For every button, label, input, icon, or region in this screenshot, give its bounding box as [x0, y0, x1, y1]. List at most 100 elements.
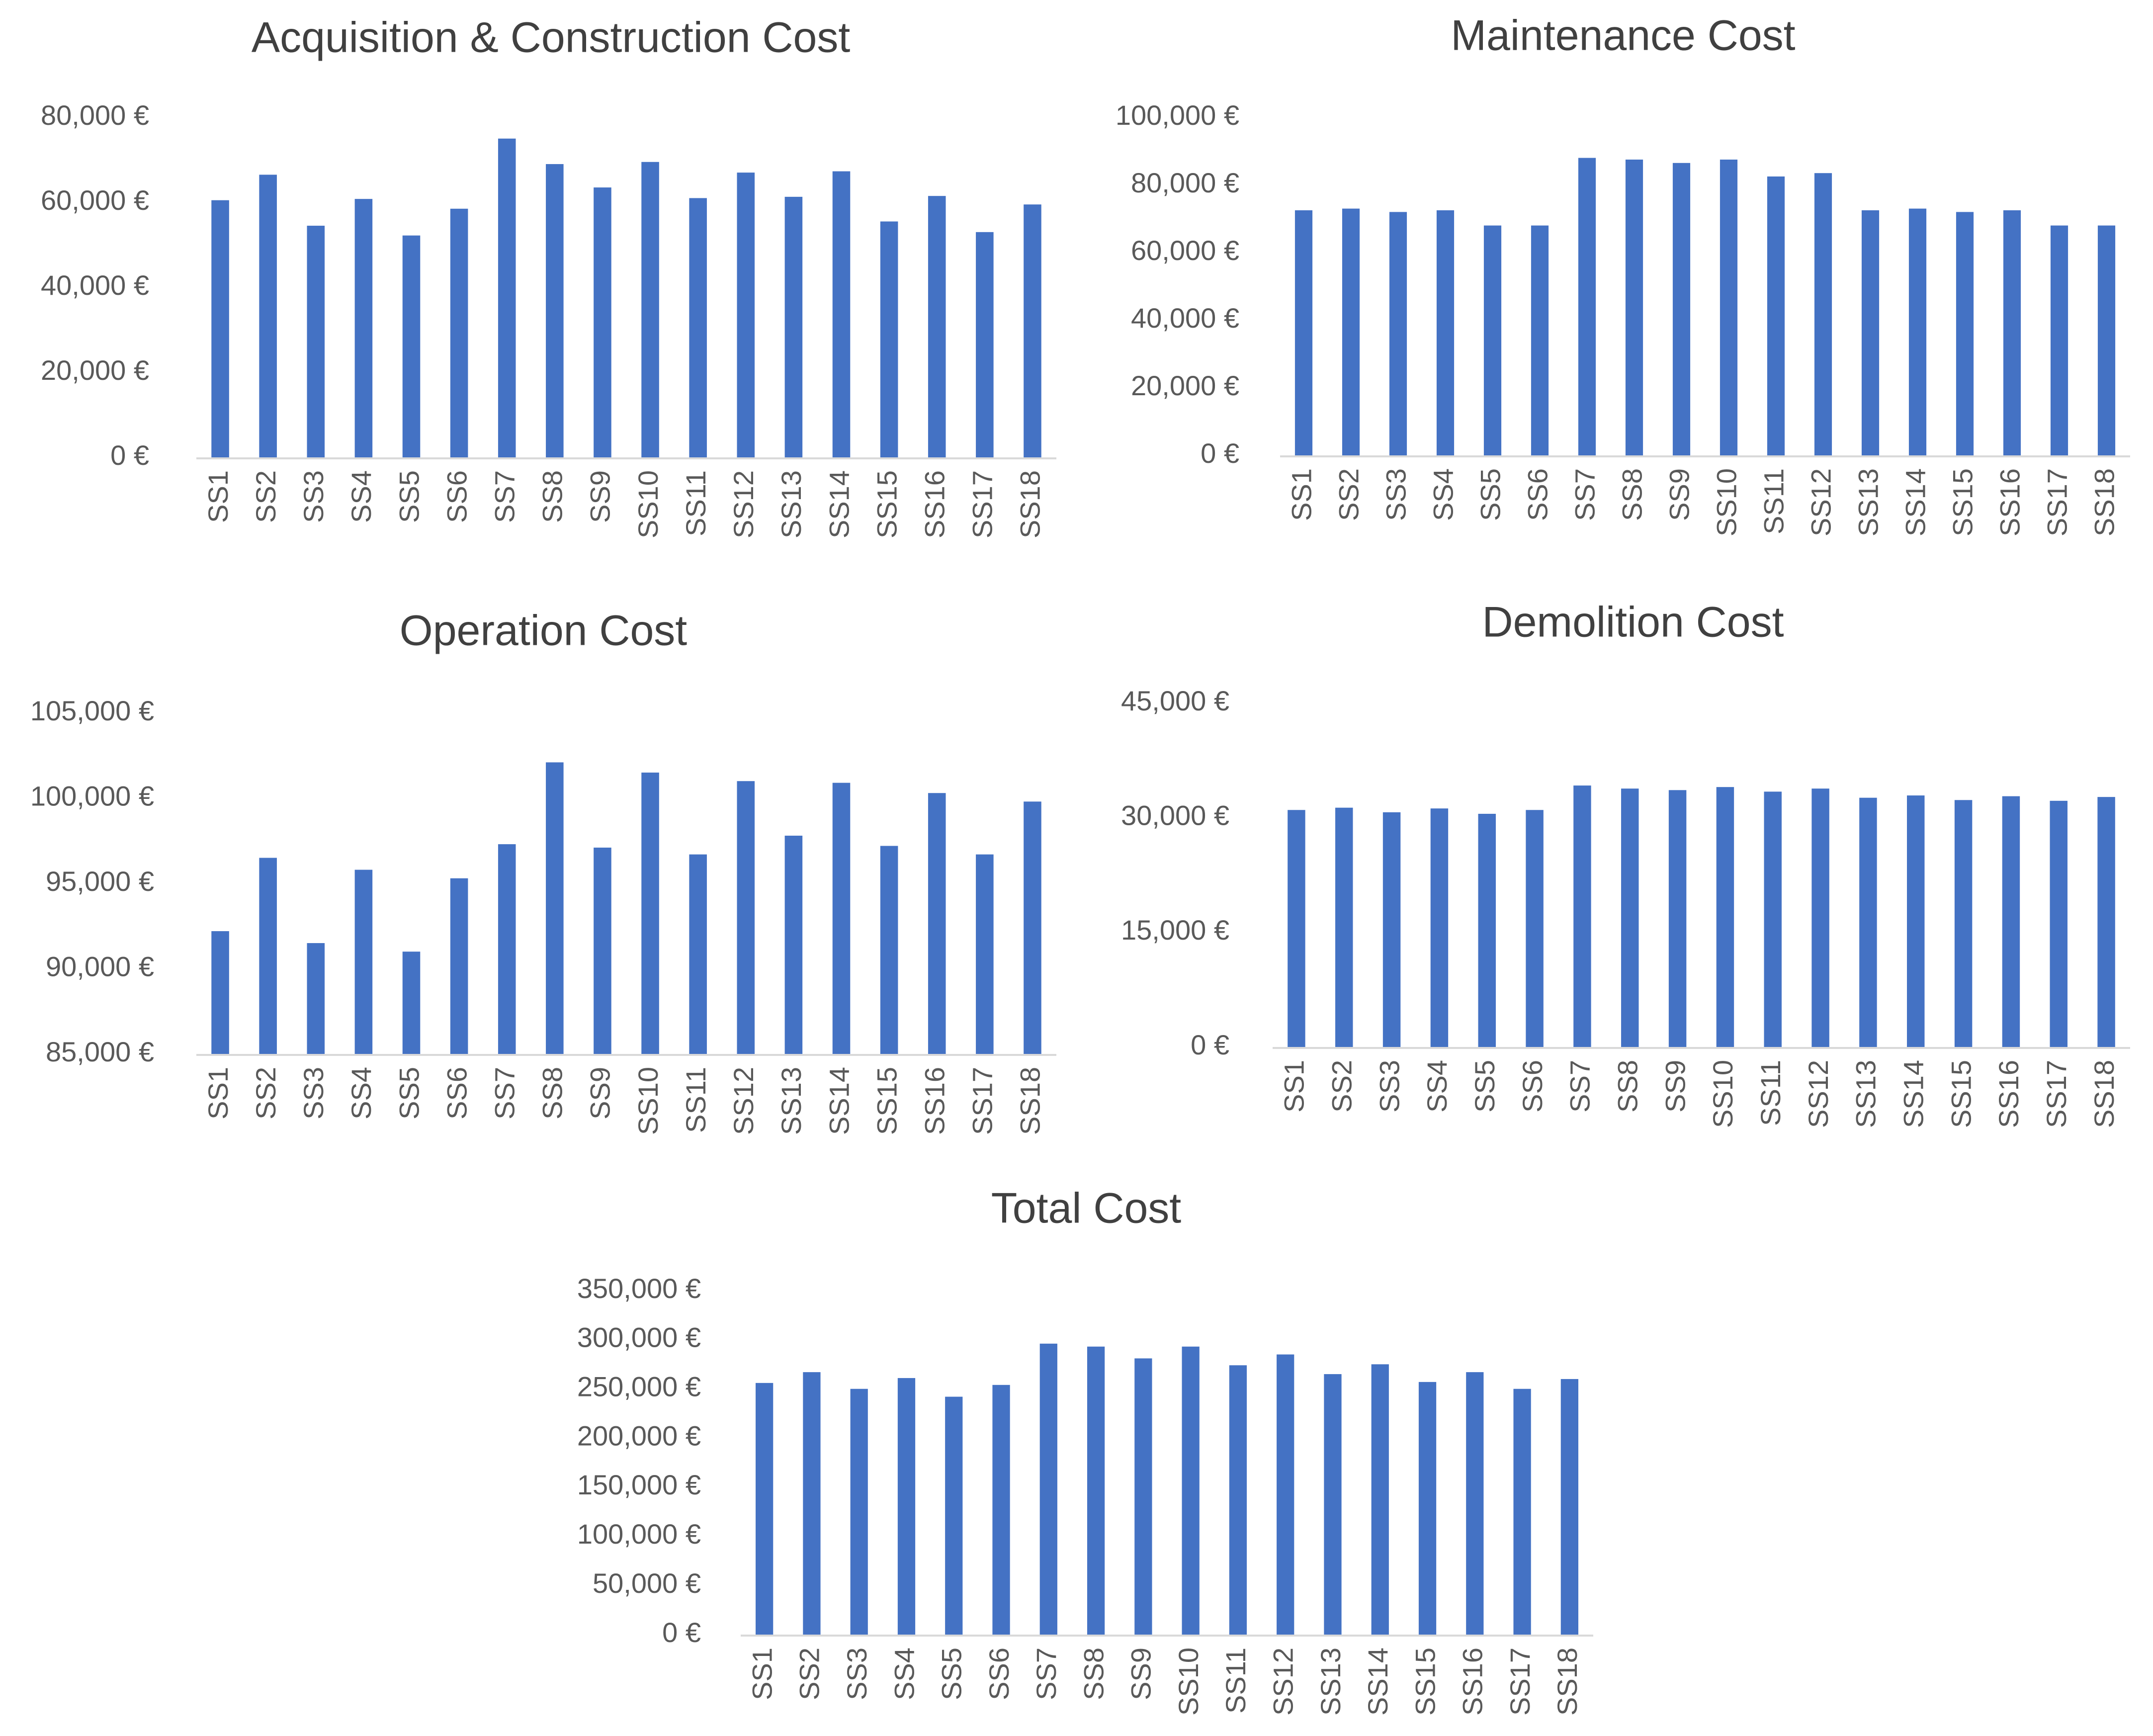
acquisition-xtick-label: SS15 [871, 470, 902, 538]
operation-xtick-label: SS3 [298, 1067, 329, 1120]
total-bar-ss8 [1087, 1346, 1105, 1635]
demolition-xtick-label: SS9 [1659, 1060, 1691, 1113]
demolition-xtick-label: SS15 [1945, 1060, 1977, 1128]
maintenance-bar-ss15 [1956, 212, 1974, 455]
operation-chart-title: Operation Cost [400, 607, 688, 655]
maintenance-bar-ss4 [1436, 210, 1455, 455]
maintenance-ytick-label: 60,000 € [1131, 235, 1239, 266]
demolition-chart: Demolition Cost 0 € 15,000 € 30,000 € 45,000… [1121, 599, 2130, 1128]
maintenance-xtick-label: SS4 [1427, 468, 1459, 521]
acquisition-xtick-label: SS9 [585, 470, 616, 523]
demolition-xtick-label: SS4 [1421, 1060, 1453, 1113]
demolition-ytick-label: 15,000 € [1121, 914, 1229, 946]
operation-bar-ss12 [737, 781, 755, 1054]
maintenance-xtick-label: SS13 [1852, 468, 1884, 536]
total-xtick-label: SS2 [794, 1648, 825, 1700]
demolition-xtick-label: SS11 [1755, 1060, 1786, 1126]
operation-bar-ss2 [259, 858, 277, 1054]
maintenance-xtick-label: SS7 [1569, 468, 1600, 521]
operation-xtick-label: SS5 [393, 1067, 425, 1120]
total-bar-ss12 [1277, 1354, 1294, 1635]
total-ytick-label: 0 € [662, 1617, 701, 1648]
operation-xtick-label: SS10 [632, 1067, 664, 1135]
total-bar-ss10 [1182, 1346, 1200, 1635]
total-ytick-label: 250,000 € [577, 1371, 701, 1402]
acquisition-bar-ss1 [211, 200, 229, 458]
operation-bar-ss8 [546, 762, 564, 1054]
demolition-bar-ss14 [1907, 795, 1925, 1047]
maintenance-xtick-label: SS2 [1333, 468, 1364, 521]
demolition-bar-ss15 [1954, 800, 1973, 1047]
operation-xtick-label: SS18 [1015, 1067, 1046, 1135]
demolition-bar-ss8 [1621, 788, 1639, 1047]
maintenance-ytick-label: 100,000 € [1116, 99, 1239, 131]
maintenance-xtick-label: SS10 [1711, 468, 1742, 536]
acquisition-bar-ss5 [402, 235, 421, 457]
acquisition-ytick-label: 20,000 € [41, 354, 149, 386]
total-xtick-label: SS7 [1031, 1648, 1062, 1700]
total-xtick-label: SS10 [1173, 1648, 1204, 1716]
maintenance-bar-ss3 [1389, 212, 1407, 455]
maintenance-bar-ss11 [1767, 176, 1785, 455]
acquisition-xtick-label: SS18 [1015, 470, 1046, 538]
acquisition-xtick-label: SS6 [441, 470, 472, 523]
maintenance-bar-ss5 [1483, 225, 1502, 455]
acquisition-bar-ss4 [354, 199, 373, 457]
operation-xtick-label: SS12 [728, 1067, 759, 1135]
maintenance-bar-ss16 [2003, 210, 2021, 455]
total-bar-ss4 [897, 1378, 916, 1635]
acquisition-bar-ss9 [594, 187, 611, 457]
acquisition-xtick-label: SS10 [632, 470, 664, 538]
acquisition-bar-ss16 [928, 196, 946, 457]
operation-xtick-label: SS14 [823, 1067, 855, 1135]
demolition-xtick-label: SS13 [1850, 1060, 1882, 1128]
demolition-xtick-label: SS2 [1326, 1060, 1358, 1113]
maintenance-xtick-label: SS11 [1758, 468, 1789, 534]
maintenance-xtick-label: SS14 [1899, 468, 1931, 536]
acquisition-xtick-label: SS14 [823, 470, 855, 538]
total-xtick-label: SS4 [888, 1648, 920, 1700]
acquisition-xtick-label: SS13 [775, 470, 807, 538]
operation-ytick-label: 100,000 € [30, 780, 154, 811]
demolition-chart-title: Demolition Cost [1482, 599, 1784, 646]
operation-bar-ss13 [784, 835, 803, 1054]
total-ytick-label: 100,000 € [577, 1518, 701, 1550]
maintenance-xtick-label: SS15 [1947, 468, 1978, 536]
acquisition-bar-ss14 [832, 171, 851, 458]
operation-chart: Operation Cost 85,000 € 90,000 € 95,000 € 10… [30, 607, 1056, 1135]
acquisition-xtick-label: SS4 [345, 470, 377, 523]
maintenance-xtick-label: SS1 [1286, 468, 1317, 521]
demolition-bar-ss1 [1288, 810, 1305, 1047]
operation-bar-ss6 [450, 878, 468, 1054]
total-xtick-label: SS14 [1362, 1648, 1393, 1716]
total-bar-ss15 [1418, 1382, 1437, 1635]
acquisition-bar-ss12 [737, 173, 755, 457]
maintenance-bar-ss1 [1294, 210, 1313, 455]
demolition-xtick-label: SS16 [1993, 1060, 2024, 1128]
maintenance-xtick-label: SS17 [2041, 468, 2072, 536]
acquisition-chart-title: Acquisition & Construction Cost [252, 14, 851, 62]
demolition-bar-ss7 [1573, 785, 1591, 1047]
operation-ytick-label: 105,000 € [30, 695, 154, 726]
total-bar-ss18 [1560, 1379, 1578, 1635]
total-ytick-label: 300,000 € [577, 1322, 701, 1353]
demolition-bar-ss2 [1335, 807, 1353, 1047]
maintenance-bar-ss14 [1908, 208, 1927, 455]
demolition-ytick-label: 45,000 € [1121, 685, 1229, 716]
total-xtick-label: SS1 [746, 1648, 777, 1700]
demolition-xtick-label: SS1 [1279, 1060, 1310, 1113]
maintenance-xtick-label: SS12 [1805, 468, 1836, 536]
acquisition-bar-ss8 [546, 164, 564, 457]
maintenance-ytick-label: 20,000 € [1131, 370, 1239, 401]
demolition-ytick-label: 30,000 € [1121, 799, 1229, 831]
total-bar-ss17 [1513, 1389, 1531, 1635]
operation-bar-ss15 [880, 846, 898, 1054]
maintenance-bar-ss18 [2097, 225, 2116, 455]
acquisition-bar-ss11 [689, 198, 707, 457]
demolition-xtick-label: SS6 [1517, 1060, 1548, 1113]
maintenance-xtick-label: SS5 [1474, 468, 1506, 521]
total-xtick-label: SS18 [1551, 1648, 1583, 1716]
total-chart: Total Cost 0 € 50,000 € 100,000 € 150,000 € 2… [577, 1185, 1593, 1716]
acquisition-bar-ss13 [784, 196, 803, 457]
total-bar-ss5 [945, 1396, 963, 1635]
